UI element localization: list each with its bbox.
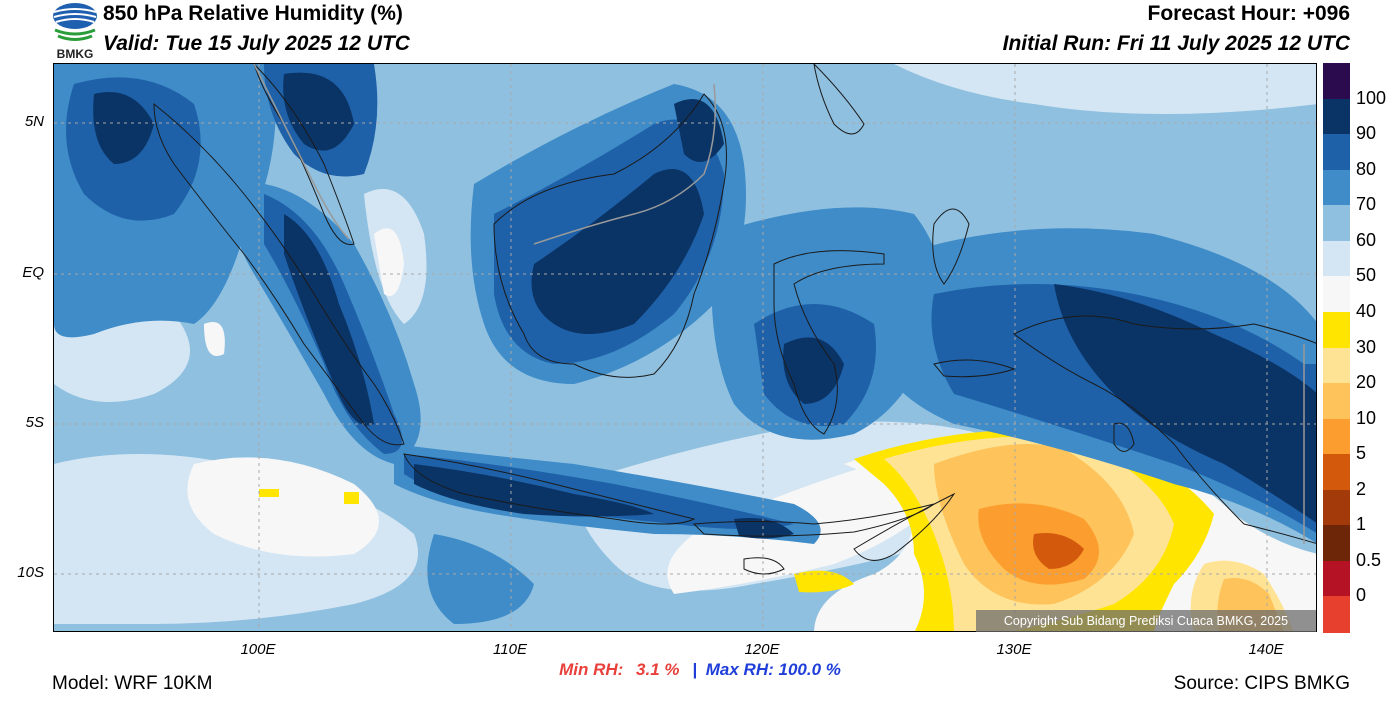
colorbar-label: 5 (1356, 443, 1367, 464)
min-rh-value: 3.1 % (636, 660, 680, 679)
forecast-hour: Forecast Hour: +096 (1147, 2, 1351, 25)
colorbar-segment (1323, 98, 1350, 135)
model-info: Model: WRF 10KM (52, 673, 213, 694)
colorbar-label: 2 (1356, 478, 1367, 499)
svg-text:BMKG: BMKG (57, 47, 94, 60)
map-title: 850 hPa Relative Humidity (%) (103, 2, 403, 25)
colorbar-label: 90 (1356, 123, 1377, 144)
lon-label-140e: 140E (1248, 641, 1284, 658)
colorbar-label: 0 (1356, 585, 1367, 606)
colorbar-label: 60 (1356, 229, 1377, 250)
colorbar-label: 70 (1356, 194, 1377, 215)
colorbar-segment (1323, 134, 1350, 171)
rh-stats: Min RH: 3.1 % | Max RH: 100.0 % (0, 660, 1400, 680)
lat-label-5n: 5N (24, 113, 44, 130)
colorbar-label: 100 (1356, 87, 1387, 108)
colorbar-segment (1323, 596, 1350, 633)
colorbar-label: 10 (1356, 407, 1377, 428)
lon-label-130e: 130E (996, 641, 1032, 658)
colorbar-label: 30 (1356, 336, 1377, 357)
lon-label-120e: 120E (744, 641, 780, 658)
max-rh-value: 100.0 % (778, 660, 841, 679)
colorbar-segment (1323, 276, 1350, 313)
lon-label-100e: 100E (240, 641, 276, 658)
colorbar-segment (1323, 489, 1350, 526)
bmkg-logo: BMKG (52, 2, 98, 61)
min-rh-label: Min RH: (559, 660, 624, 679)
stats-separator: | (692, 660, 698, 679)
valid-time: Valid: Tue 15 July 2025 12 UTC (103, 32, 410, 55)
colorbar-segment (1323, 347, 1350, 384)
colorbar-label: 40 (1356, 300, 1377, 321)
colorbar-segment (1323, 240, 1350, 277)
copyright-notice: Copyright Sub Bidang Prediksi Cuaca BMKG… (976, 610, 1316, 632)
colorbar-label: 20 (1356, 372, 1377, 393)
lon-label-110e: 110E (493, 641, 527, 658)
colorbar-segment (1323, 311, 1350, 348)
colorbar-label: 50 (1356, 265, 1377, 286)
colorbar-segment (1323, 205, 1350, 242)
colorbar-segment (1323, 454, 1350, 491)
colorbar-segment (1323, 169, 1350, 206)
humidity-map (53, 63, 1317, 632)
colorbar-segment (1323, 560, 1350, 597)
source-info: Source: CIPS BMKG (1173, 673, 1350, 694)
colorbar-segment (1323, 525, 1350, 562)
max-rh-label: Max RH: (705, 660, 774, 679)
colorbar-segment (1323, 383, 1350, 420)
colorbar-segment (1323, 418, 1350, 455)
lat-label-5s: 5S (25, 414, 44, 431)
lat-label-eq: EQ (22, 264, 44, 281)
colorbar-segment (1323, 63, 1350, 100)
colorbar-label: 80 (1356, 158, 1377, 179)
colorbar-label: 1 (1356, 514, 1367, 535)
colorbar (1323, 63, 1350, 633)
lat-label-10s: 10S (17, 564, 44, 581)
colorbar-label: 0.5 (1356, 549, 1382, 570)
initial-run: Initial Run: Fri 11 July 2025 12 UTC (1002, 32, 1350, 55)
